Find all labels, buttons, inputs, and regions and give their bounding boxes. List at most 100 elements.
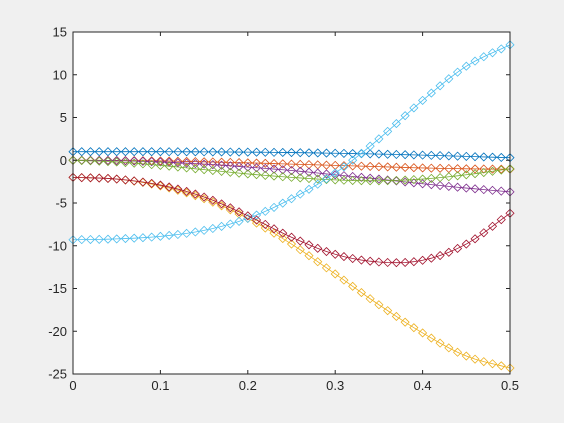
series-point [147,147,157,157]
y-tick-label: -10 [48,238,67,253]
series-point [356,176,366,186]
series-point [138,147,148,157]
series-point [339,161,349,171]
series-point [278,147,288,158]
series-point [374,300,384,310]
series-point [487,359,498,369]
series-point [313,243,323,253]
series-point [77,235,87,245]
tick-layer: 0 0.1 0.2 0.3 0.4 0.5 -25 -20 -15 -10 -5 0 5 10 15 [48,25,519,394]
series-point [400,175,410,185]
series-point [182,158,192,168]
series-point [190,164,200,174]
series-point [199,165,209,175]
series-point [321,169,332,179]
series-point [400,162,410,173]
series-point [321,263,332,273]
series-point [295,159,305,169]
series-point [138,156,148,166]
series-point [365,173,375,183]
series-point [383,126,393,136]
series-point [470,152,480,162]
series-point [199,192,209,202]
series-point [190,227,200,237]
series-point [304,167,314,177]
series-point [225,167,235,177]
series-point [321,174,332,185]
series-point [496,215,506,225]
series-point [461,351,471,361]
series-point [260,219,270,229]
series-point [409,257,419,267]
series-point [164,182,174,192]
series-point [452,67,463,77]
series-point [479,185,489,195]
series-point [173,147,183,157]
series-layer [68,40,515,373]
series-point [391,162,401,172]
series-point [217,199,227,209]
series-point [321,148,332,158]
series-point [452,171,463,181]
series-point [330,170,340,180]
series-point [409,175,419,185]
y-tick-label: -15 [48,281,67,296]
series-point [461,239,471,249]
series-point [426,163,436,173]
series-point [85,147,96,157]
series-point [348,175,358,186]
series-point [418,328,428,338]
series-point [225,147,235,157]
series-7 [68,172,515,268]
series-point [234,147,244,157]
series-point [330,249,340,259]
series-point [129,176,139,186]
series-point [496,186,506,196]
series-point [426,173,436,183]
y-tick-label: 15 [53,25,67,40]
series-point [304,148,314,158]
series-point [418,95,428,105]
series-point [435,173,445,183]
series-point [435,250,445,261]
series-point [418,179,428,189]
x-tick-label: 0.2 [239,378,257,393]
series-point [330,269,340,279]
series-point [77,147,87,157]
series-point [426,333,436,343]
series-point [304,184,314,194]
series-point [487,152,498,162]
series-point [112,156,122,166]
series-point [391,119,401,129]
series-point [479,152,489,162]
series-point [365,256,375,266]
series-point [461,151,471,161]
series-point [217,201,227,211]
series-point [147,160,157,170]
series-point [120,147,131,157]
series-point [487,48,498,58]
series-point [470,164,480,174]
series-point [164,230,174,241]
series-point [286,147,297,158]
series-point [251,163,262,173]
series-point [112,234,122,244]
series-point [391,258,401,268]
series-point [155,160,165,170]
series-point [103,156,113,167]
series-point [129,156,139,166]
series-point [182,156,192,166]
series-point [278,159,288,169]
series-point [164,147,174,157]
series-point [94,173,104,183]
series-point [339,162,349,172]
series-point [452,151,463,161]
series-point [383,176,393,186]
series-point [452,243,463,254]
series-point [129,233,139,243]
series-point [173,185,183,195]
series-point [496,361,506,371]
series-point [278,165,288,175]
series-point [208,195,218,205]
y-tick-label: -5 [55,196,67,211]
